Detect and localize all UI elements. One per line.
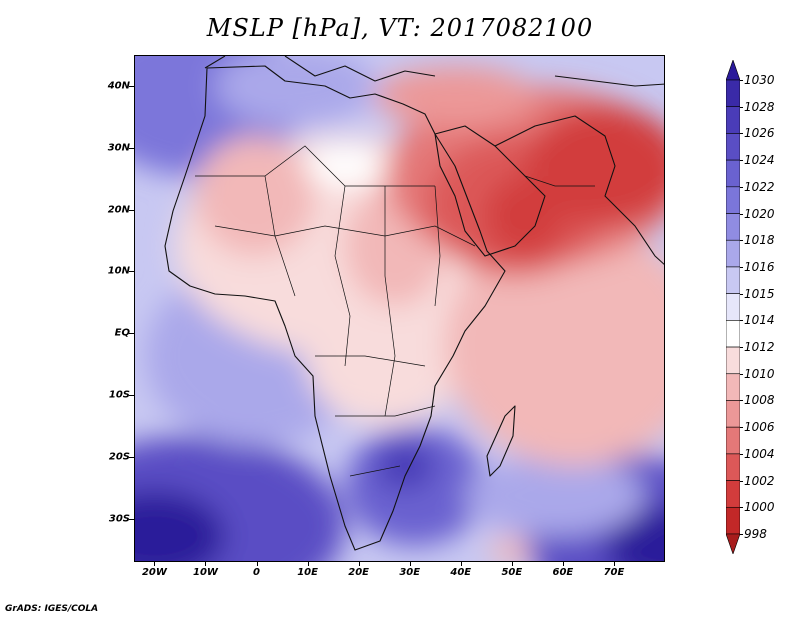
lat-tick-mark <box>129 395 134 397</box>
lon-tick-mark <box>409 562 411 566</box>
colorbar-tick <box>740 80 743 81</box>
colorbar-cell <box>726 293 740 321</box>
mslp-map <box>134 55 665 562</box>
lat-tick-mark <box>129 333 134 335</box>
colorbar-cell <box>726 239 740 268</box>
pressure-field <box>135 56 664 561</box>
colorbar-tick <box>740 320 743 322</box>
colorbar-cell <box>726 506 740 535</box>
colorbar-level-label: 1028 <box>744 99 775 114</box>
colorbar-level-label: 1014 <box>744 313 775 328</box>
lon-tick-label: 10E <box>297 567 318 578</box>
lon-tick-mark <box>613 562 615 566</box>
lon-tick-label: 20W <box>141 567 167 578</box>
lat-tick-label: 30S <box>108 513 130 525</box>
colorbar-tick <box>740 186 743 188</box>
colorbar-top-arrow <box>726 60 740 81</box>
colorbar-tick <box>740 373 743 375</box>
colorbar-level-label: 1004 <box>744 446 775 461</box>
colorbar-level-label: 1015 <box>744 286 775 301</box>
colorbar-cell <box>726 400 740 428</box>
colorbar-cell <box>726 320 740 348</box>
colorbar-cell <box>726 213 740 241</box>
colorbar <box>726 60 740 554</box>
lat-tick-mark <box>129 147 134 149</box>
colorbar-level-label: 1020 <box>744 206 775 221</box>
colorbar-level-label: 1010 <box>744 366 775 381</box>
colorbar-cell <box>726 133 740 161</box>
colorbar-level-label: 1002 <box>744 473 775 488</box>
lon-tick-label: 0 <box>253 567 261 578</box>
colorbar-cell <box>726 426 740 455</box>
lat-tick-label: 40N <box>107 80 130 92</box>
colorbar-tick <box>740 507 743 509</box>
colorbar-cell <box>726 266 740 294</box>
colorbar-tick <box>740 453 743 455</box>
lat-tick-label: 20S <box>108 451 130 463</box>
lon-tick-mark <box>307 562 309 566</box>
lat-tick-label: 10N <box>107 265 130 277</box>
colorbar-level-label: 1026 <box>744 126 775 141</box>
lon-tick-label: 60E <box>552 567 574 578</box>
lat-tick-mark <box>129 456 134 458</box>
lat-tick-mark <box>129 209 134 211</box>
colorbar-tick <box>740 240 743 242</box>
lat-tick-label: EQ <box>114 327 130 339</box>
colorbar-level-label: 998 <box>744 527 767 541</box>
lon-tick-label: 20E <box>348 567 370 578</box>
colorbar-tick <box>740 133 743 135</box>
colorbar-level-label: 1022 <box>744 179 775 194</box>
colorbar-tick <box>740 534 743 535</box>
coastlines <box>164 56 664 551</box>
lat-tick-mark <box>129 518 134 520</box>
colorbar-tick <box>740 347 743 349</box>
lat-tick-label: 10S <box>108 389 130 401</box>
colorbar-cell <box>726 373 740 401</box>
colorbar-cell <box>726 106 740 134</box>
lon-tick-mark <box>562 562 564 566</box>
lon-tick-label: 50E <box>501 567 523 578</box>
lat-tick-label: 30N <box>107 142 130 154</box>
colorbar-level-label: 1000 <box>744 500 775 515</box>
colorbar-level-label: 1018 <box>744 233 775 248</box>
lon-tick-mark <box>256 562 258 566</box>
colorbar-level-label: 1030 <box>744 73 775 87</box>
colorbar-tick <box>740 400 743 402</box>
lat-tick-mark <box>129 85 134 87</box>
colorbar-tick <box>740 160 743 162</box>
colorbar-tick <box>740 106 743 108</box>
country-borders <box>195 145 595 477</box>
grads-credit: GrADS: IGES/COLA <box>5 604 99 614</box>
lon-tick-label: 10W <box>192 567 218 578</box>
colorbar-level-label: 1008 <box>744 393 775 408</box>
lon-tick-mark <box>358 562 360 566</box>
lat-tick-mark <box>129 271 134 273</box>
colorbar-tick <box>740 480 743 482</box>
colorbar-level-label: 1024 <box>744 153 775 168</box>
colorbar-bottom-arrow <box>726 533 740 554</box>
colorbar-tick <box>740 266 743 268</box>
lon-tick-label: 40E <box>450 567 472 578</box>
colorbar-cell <box>726 159 740 188</box>
colorbar-tick <box>740 213 743 215</box>
lon-tick-mark <box>154 562 156 566</box>
colorbar-cell <box>726 79 740 108</box>
colorbar-tick <box>740 293 743 295</box>
lat-tick-label: 20N <box>107 204 130 216</box>
colorbar-level-label: 1006 <box>744 420 775 435</box>
lon-tick-mark <box>205 562 207 566</box>
lon-tick-label: 30E <box>399 567 421 578</box>
colorbar-cell <box>726 346 740 375</box>
colorbar-cell <box>726 186 740 214</box>
colorbar-level-label: 1016 <box>744 259 775 274</box>
map-title: MSLP [hPa], VT: 2017082100 <box>206 14 594 42</box>
colorbar-cell <box>726 480 740 508</box>
lon-tick-mark <box>511 562 513 566</box>
lon-tick-mark <box>460 562 462 566</box>
colorbar-cell <box>726 453 740 481</box>
lon-tick-label: 70E <box>603 567 625 578</box>
colorbar-tick <box>740 427 743 429</box>
colorbar-level-label: 1012 <box>744 340 775 355</box>
